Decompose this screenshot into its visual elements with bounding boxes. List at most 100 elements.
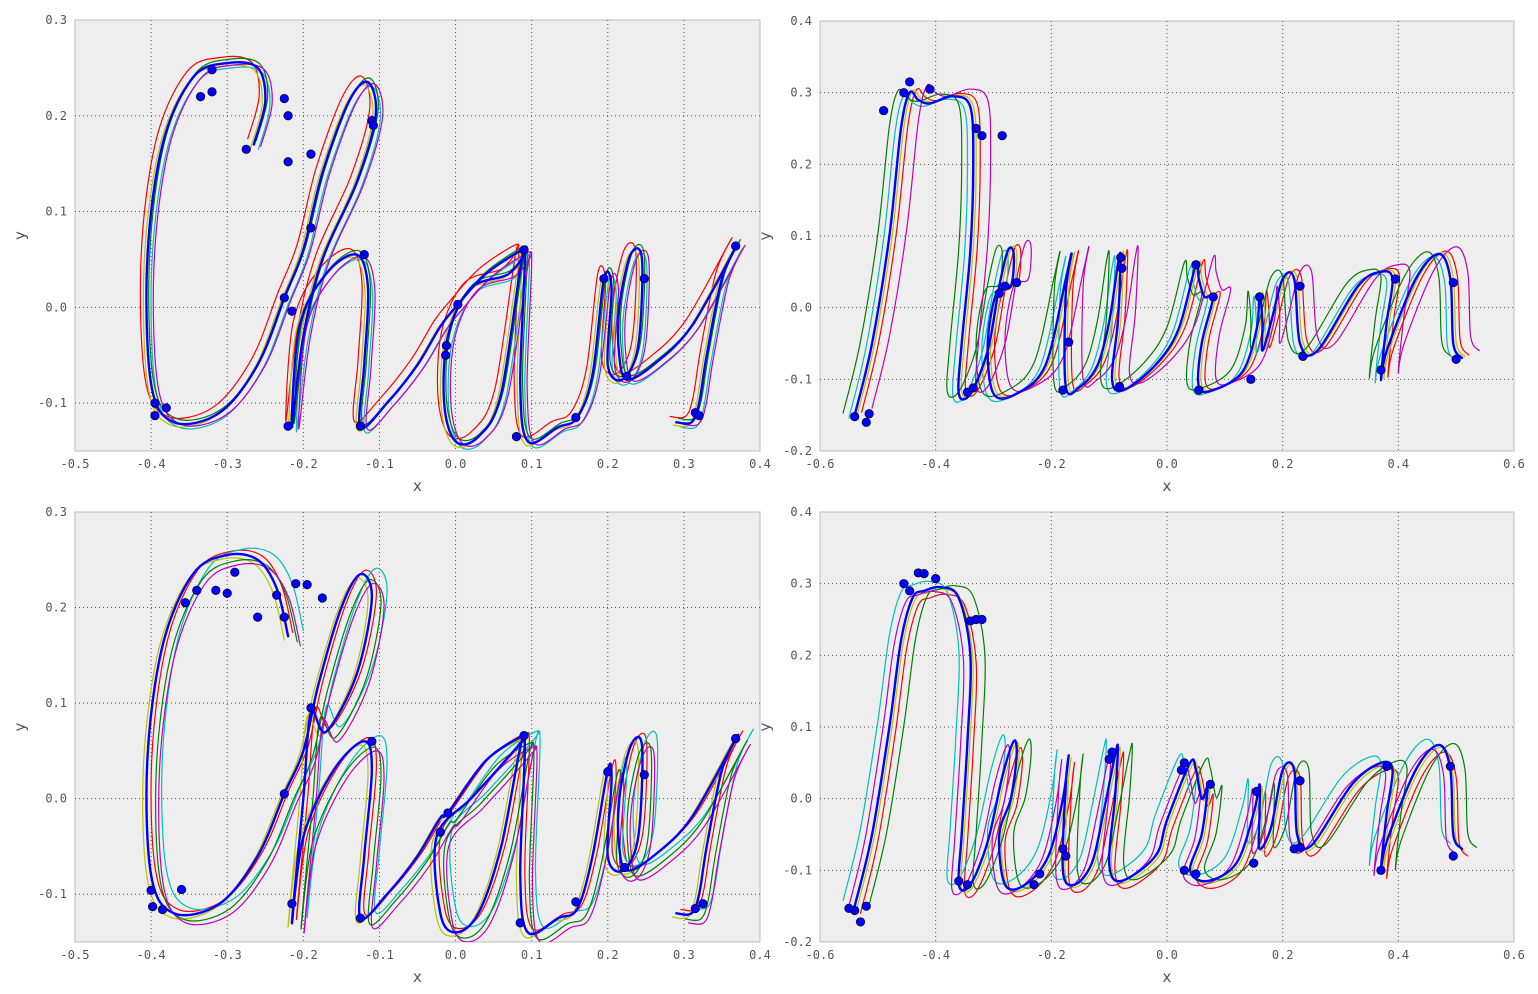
x-tick-label: 0.1 xyxy=(521,948,543,962)
series-line-0 xyxy=(859,593,1469,914)
x-axis-label: x xyxy=(1163,477,1172,495)
x-tick-label: -0.1 xyxy=(365,457,394,471)
data-point xyxy=(157,904,168,915)
data-point xyxy=(519,731,529,741)
data-point xyxy=(1029,880,1039,890)
y-tick-label: 0.2 xyxy=(790,648,812,662)
series-line-1 xyxy=(842,580,1451,902)
plot-area xyxy=(819,511,1515,943)
data-point xyxy=(1061,851,1071,861)
data-point xyxy=(977,131,987,141)
data-point xyxy=(899,579,909,589)
data-point xyxy=(861,417,871,427)
x-tick-label: -0.3 xyxy=(213,948,242,962)
y-tick-label: 0.0 xyxy=(45,792,67,806)
series-line-5 xyxy=(145,61,740,446)
data-point xyxy=(1382,761,1392,772)
series-line-3 xyxy=(154,559,748,941)
data-point xyxy=(287,899,297,909)
data-point xyxy=(1179,865,1189,875)
x-tick-label: -0.2 xyxy=(289,948,318,962)
y-tick-label: 0.2 xyxy=(45,601,67,615)
y-axis-label: y xyxy=(11,231,29,240)
data-point xyxy=(899,88,909,98)
y-tick-label: 0.1 xyxy=(45,205,67,219)
data-point xyxy=(1390,274,1401,284)
chart-chaos-top: -0.5 -0.4 -0.3 -0.2 -0.1 0.0 0.1 0.2 0.3 0.4 -0.1 0… xyxy=(0,0,771,497)
data-point xyxy=(905,586,915,596)
series-group xyxy=(842,77,1480,427)
series-line-2 xyxy=(856,588,1465,909)
data-point xyxy=(639,770,649,780)
data-point xyxy=(291,579,301,589)
data-point xyxy=(241,144,251,154)
data-point xyxy=(619,862,630,873)
data-point xyxy=(571,412,581,423)
data-point xyxy=(1295,776,1305,786)
data-point xyxy=(317,593,327,603)
data-point xyxy=(919,569,929,579)
x-tick-label: -0.4 xyxy=(921,457,950,471)
chart-svg: -0.6 -0.4 -0.2 0.0 0.2 0.4 0.6 -0.2 -0.1 0.0 0.1 0.… xyxy=(756,14,1525,495)
y-tick-label: 0.3 xyxy=(45,13,67,27)
y-axis-label: y xyxy=(756,231,774,240)
data-point xyxy=(367,736,377,746)
data-point xyxy=(453,299,463,310)
data-point xyxy=(1035,869,1045,879)
data-point xyxy=(1252,786,1262,797)
data-point xyxy=(698,899,708,909)
data-point xyxy=(1064,337,1074,347)
x-tick-label: 0.2 xyxy=(1272,457,1294,471)
y-tick-label: 0.2 xyxy=(45,109,67,123)
y-tick-label: -0.2 xyxy=(783,935,812,949)
data-point xyxy=(1107,747,1117,757)
series-group xyxy=(139,55,746,450)
series-line-5 xyxy=(145,552,740,936)
data-point xyxy=(1295,842,1305,852)
data-point xyxy=(435,827,445,837)
x-axis-label: x xyxy=(413,968,422,986)
data-point xyxy=(207,65,217,75)
data-point xyxy=(861,901,871,911)
data-point xyxy=(1117,263,1127,273)
data-point xyxy=(1208,292,1218,302)
data-point xyxy=(195,92,206,102)
data-point xyxy=(368,120,378,130)
chart-neuron-top: -0.6 -0.4 -0.2 0.0 0.2 0.4 0.6 -0.2 -0.1 0.0 0.1 0.… xyxy=(756,0,1538,497)
data-point xyxy=(1176,765,1187,775)
y-tick-label: 0.1 xyxy=(790,229,812,243)
data-point xyxy=(306,149,316,159)
x-tick-label: 0.2 xyxy=(597,948,619,962)
data-point xyxy=(1451,354,1461,364)
data-point xyxy=(441,350,451,360)
series-line-4 xyxy=(152,63,746,447)
series-line-1 xyxy=(161,547,754,929)
data-point xyxy=(968,383,978,393)
chart-svg: -0.6 -0.4 -0.2 0.0 0.2 0.4 0.6 -0.2 -0.1 0.0 0.1 0.… xyxy=(756,505,1525,986)
series-line-3 xyxy=(842,88,1451,414)
data-point xyxy=(283,421,293,431)
x-tick-label: -0.4 xyxy=(137,457,166,471)
x-tick-label: -0.6 xyxy=(806,948,835,962)
y-tick-label: 0.0 xyxy=(45,300,67,314)
x-tick-label: 0.3 xyxy=(673,457,695,471)
data-point xyxy=(1295,281,1305,291)
y-axis-label: y xyxy=(11,722,29,731)
chart-chaos-bottom: -0.5 -0.4 -0.3 -0.2 -0.1 0.0 0.1 0.2 0.3 0.4 -0.1 0… xyxy=(0,497,771,994)
data-point xyxy=(279,293,289,303)
data-point xyxy=(1448,277,1458,288)
chart-svg: -0.5 -0.4 -0.3 -0.2 -0.1 0.0 0.1 0.2 0.3 0.4 -0.1 0… xyxy=(11,13,771,495)
data-point xyxy=(306,703,316,713)
series-line-1 xyxy=(150,66,744,450)
y-tick-label: -0.2 xyxy=(783,444,812,458)
data-point xyxy=(180,598,190,608)
y-tick-label: 0.1 xyxy=(790,720,812,734)
x-tick-label: 0.2 xyxy=(1272,948,1294,962)
x-tick-label: -0.2 xyxy=(1037,948,1066,962)
x-tick-label: 0.6 xyxy=(1503,457,1525,471)
y-tick-label: -0.1 xyxy=(38,887,67,901)
data-point xyxy=(731,241,741,251)
data-point xyxy=(879,105,889,116)
data-point xyxy=(1191,260,1201,270)
